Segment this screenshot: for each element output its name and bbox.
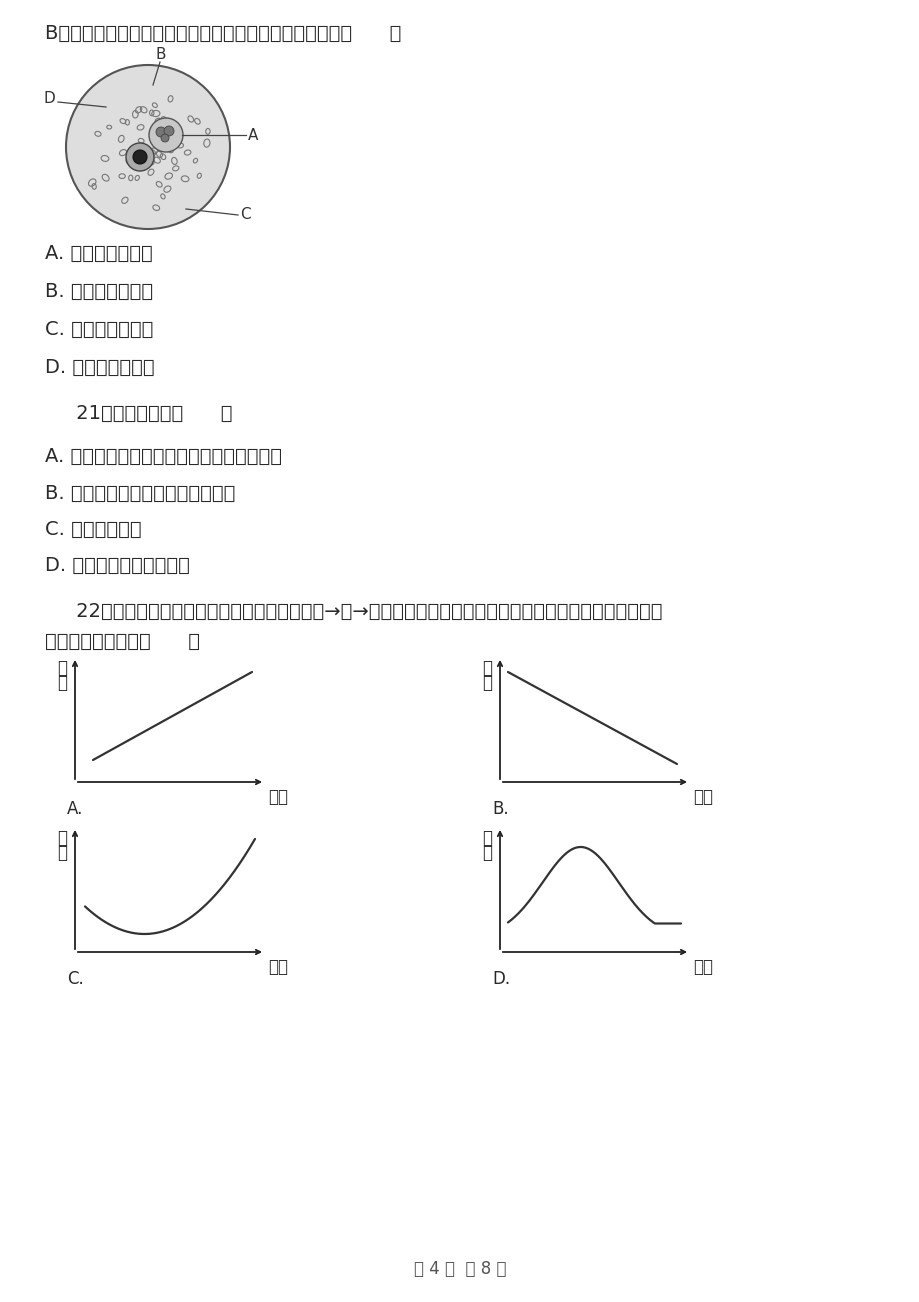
Text: 时间: 时间 (692, 788, 712, 806)
Text: 第 4 页  共 8 页: 第 4 页 共 8 页 (414, 1260, 505, 1279)
Text: B: B (156, 47, 166, 62)
Text: 数量变化的曲线是（      ）: 数量变化的曲线是（ ） (45, 631, 199, 651)
Text: C: C (240, 207, 250, 223)
Text: 时间: 时间 (267, 788, 288, 806)
Text: 数: 数 (482, 659, 492, 677)
Text: D. 白细胞，右下方: D. 白细胞，右下方 (45, 358, 154, 378)
Text: A: A (248, 128, 258, 143)
Text: A. 大气圈的下层、水圈大部、岩石圈的上层: A. 大气圈的下层、水圈大部、岩石圈的上层 (45, 447, 282, 466)
Circle shape (133, 150, 147, 164)
Text: 时间: 时间 (267, 958, 288, 976)
Text: C. 水圈、土壤圈: C. 水圈、土壤圈 (45, 519, 142, 539)
Text: 量: 量 (482, 674, 492, 691)
Circle shape (161, 134, 169, 142)
Circle shape (149, 118, 183, 152)
Text: 时间: 时间 (692, 958, 712, 976)
Text: B. 大气圈、水圈、土壤圈、岩石圈: B. 大气圈、水圈、土壤圈、岩石圈 (45, 484, 235, 503)
Text: D.: D. (492, 970, 509, 988)
Text: D. 水圈、土壤圈、岩石圈: D. 水圈、土壤圈、岩石圈 (45, 556, 189, 575)
Text: A.: A. (67, 799, 84, 818)
Text: D: D (44, 91, 56, 105)
Text: C.: C. (67, 970, 84, 988)
Text: B.: B. (492, 799, 508, 818)
Text: 22．在一个相对封闭的生态系统中，若只有草→兔→狐一条食物链，假如把狐全部杀灭，下图可以正确表示兔: 22．在一个相对封闭的生态系统中，若只有草→兔→狐一条食物链，假如把狐全部杀灭，… (45, 602, 662, 621)
Text: 21．生物圈包括（      ）: 21．生物圈包括（ ） (45, 404, 233, 423)
Text: C. 血小板，左上方: C. 血小板，左上方 (45, 320, 153, 339)
Text: 数: 数 (482, 829, 492, 848)
Text: A. 红细胞，右上方: A. 红细胞，右上方 (45, 243, 153, 263)
Text: 量: 量 (482, 844, 492, 862)
Text: 数: 数 (57, 829, 67, 848)
Circle shape (66, 65, 230, 229)
Text: 数: 数 (57, 659, 67, 677)
Text: B细胞移到视野中央，则需要将血涂片往什么方向移动？（      ）: B细胞移到视野中央，则需要将血涂片往什么方向移动？（ ） (45, 23, 401, 43)
Circle shape (164, 126, 174, 135)
Circle shape (156, 128, 165, 137)
Text: B. 白细胞，左上方: B. 白细胞，左上方 (45, 283, 153, 301)
Circle shape (126, 143, 153, 171)
Text: 量: 量 (57, 844, 67, 862)
Text: 量: 量 (57, 674, 67, 691)
